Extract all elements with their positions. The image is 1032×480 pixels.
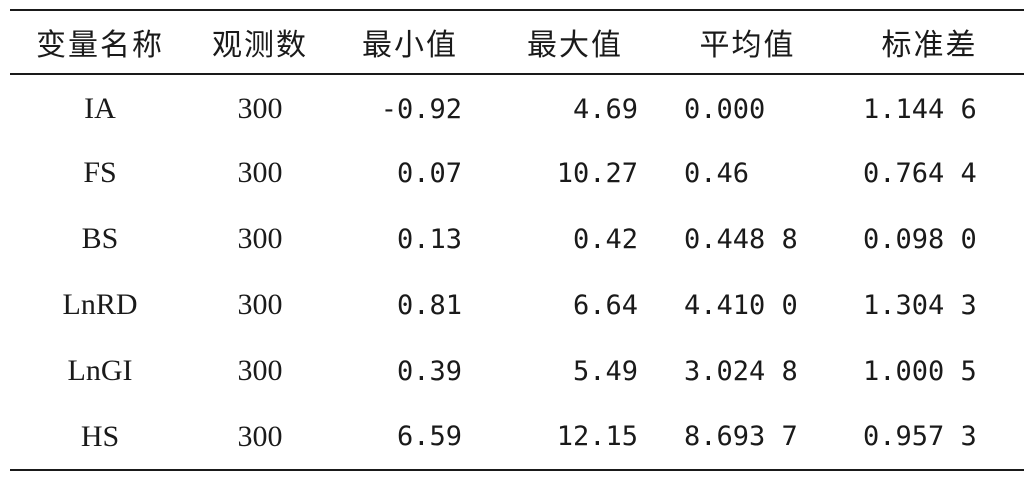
cell-std-dev: 0.957 3 <box>863 421 977 452</box>
cell-variable: HS <box>80 419 120 453</box>
cell-mean: 8.693 7 <box>684 421 798 452</box>
cell-minimum: 0.13 <box>396 223 462 255</box>
cell-minimum: 0.39 <box>396 355 462 387</box>
cell-std-dev: 1.000 5 <box>863 355 977 387</box>
cell-maximum: 12.15 <box>556 421 638 452</box>
cell-maximum: 10.27 <box>556 157 638 189</box>
cell-observations: 300 <box>237 222 283 255</box>
table-row: BS 300 0.13 0.42 0.448 8 0.098 0 <box>10 206 1024 272</box>
cell-observations: 300 <box>237 288 283 321</box>
table-header-row: 变量名称 观测数 最小值 最大值 平均值 标准差 <box>10 10 1024 74</box>
cell-std-dev: 0.098 0 <box>863 223 977 255</box>
cell-std-dev: 1.304 3 <box>863 289 977 321</box>
descriptive-statistics-table: 变量名称 观测数 最小值 最大值 平均值 标准差 IA 300 -0.92 4.… <box>10 9 1024 471</box>
cell-mean: 4.410 0 <box>684 289 798 321</box>
cell-maximum: 5.49 <box>572 355 638 387</box>
cell-variable: FS <box>83 156 117 189</box>
cell-std-dev: 1.144 6 <box>863 93 977 125</box>
cell-maximum: 0.42 <box>572 223 638 255</box>
cell-observations: 300 <box>237 419 283 453</box>
cell-variable: IA <box>84 92 116 125</box>
cell-mean: 0.000 <box>684 93 766 125</box>
cell-variable: LnRD <box>62 288 138 321</box>
cell-observations: 300 <box>237 92 283 125</box>
header-minimum: 最小值 <box>362 28 458 63</box>
header-observations: 观测数 <box>212 28 308 63</box>
descriptive-statistics-table-container: 变量名称 观测数 最小值 最大值 平均值 标准差 IA 300 -0.92 4.… <box>10 9 1024 471</box>
cell-minimum: -0.92 <box>380 93 462 125</box>
cell-variable: LnGI <box>67 354 133 387</box>
header-mean: 平均值 <box>699 28 796 63</box>
cell-mean: 0.448 8 <box>684 223 798 255</box>
cell-minimum: 0.81 <box>396 289 462 321</box>
table-row: LnRD 300 0.81 6.64 4.410 0 1.304 3 <box>10 272 1024 338</box>
table-row: IA 300 -0.92 4.69 0.000 1.144 6 <box>10 74 1024 140</box>
header-variable-name: 变量名称 <box>36 28 164 63</box>
cell-maximum: 6.64 <box>572 289 638 321</box>
header-std-dev: 标准差 <box>881 28 978 63</box>
cell-variable: BS <box>81 222 119 255</box>
cell-mean: 3.024 8 <box>684 355 798 387</box>
cell-minimum: 0.07 <box>396 157 462 189</box>
table-row: LnGI 300 0.39 5.49 3.024 8 1.000 5 <box>10 338 1024 404</box>
cell-observations: 300 <box>237 354 283 387</box>
table-row: FS 300 0.07 10.27 0.46 0.764 4 <box>10 140 1024 206</box>
cell-minimum: 6.59 <box>396 421 462 452</box>
cell-maximum: 4.69 <box>572 93 638 125</box>
table-row: HS 300 6.59 12.15 8.693 7 0.957 3 <box>10 404 1024 470</box>
cell-mean: 0.46 <box>684 157 750 189</box>
cell-observations: 300 <box>237 156 283 189</box>
cell-std-dev: 0.764 4 <box>863 157 977 189</box>
header-maximum: 最大值 <box>527 28 623 63</box>
